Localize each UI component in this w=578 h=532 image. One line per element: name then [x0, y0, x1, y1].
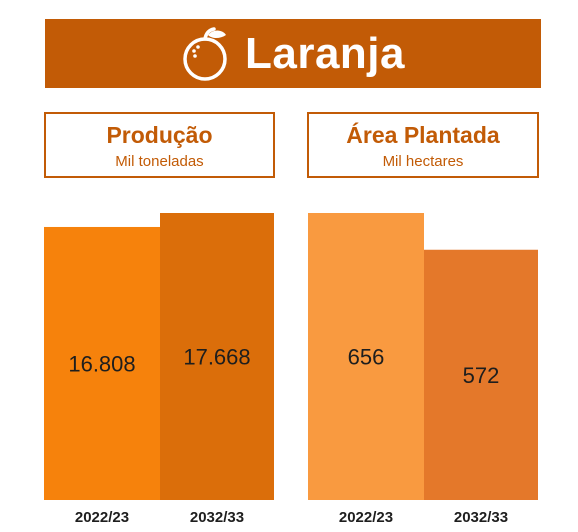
bar-production-0 — [44, 226, 160, 500]
bar-value-label: 16.808 — [68, 351, 135, 376]
bar-value-label: 17.668 — [183, 345, 250, 370]
title-banner: Laranja — [45, 19, 541, 88]
bar-area-0 — [308, 213, 424, 500]
area-unit: Mil hectares — [382, 153, 464, 170]
area-title: Área Plantada — [346, 122, 500, 148]
x-tick-label: 2022/23 — [339, 509, 393, 526]
bar-area-1 — [424, 249, 538, 500]
area-header-box: Área Plantada Mil hectares — [307, 112, 539, 178]
production-title: Produção — [106, 122, 213, 148]
bar-value-label: 656 — [348, 345, 385, 370]
x-tick-label: 2022/23 — [75, 509, 129, 526]
production-unit: Mil toneladas — [115, 153, 204, 170]
orange-icon — [183, 26, 227, 81]
production-header-box: Produção Mil toneladas — [44, 112, 275, 178]
bar-production-1 — [160, 213, 274, 500]
x-tick-label: 2032/33 — [190, 509, 244, 526]
bar-value-label: 572 — [463, 363, 500, 388]
x-tick-label: 2032/33 — [454, 509, 508, 526]
page-title: Laranja — [244, 28, 405, 78]
